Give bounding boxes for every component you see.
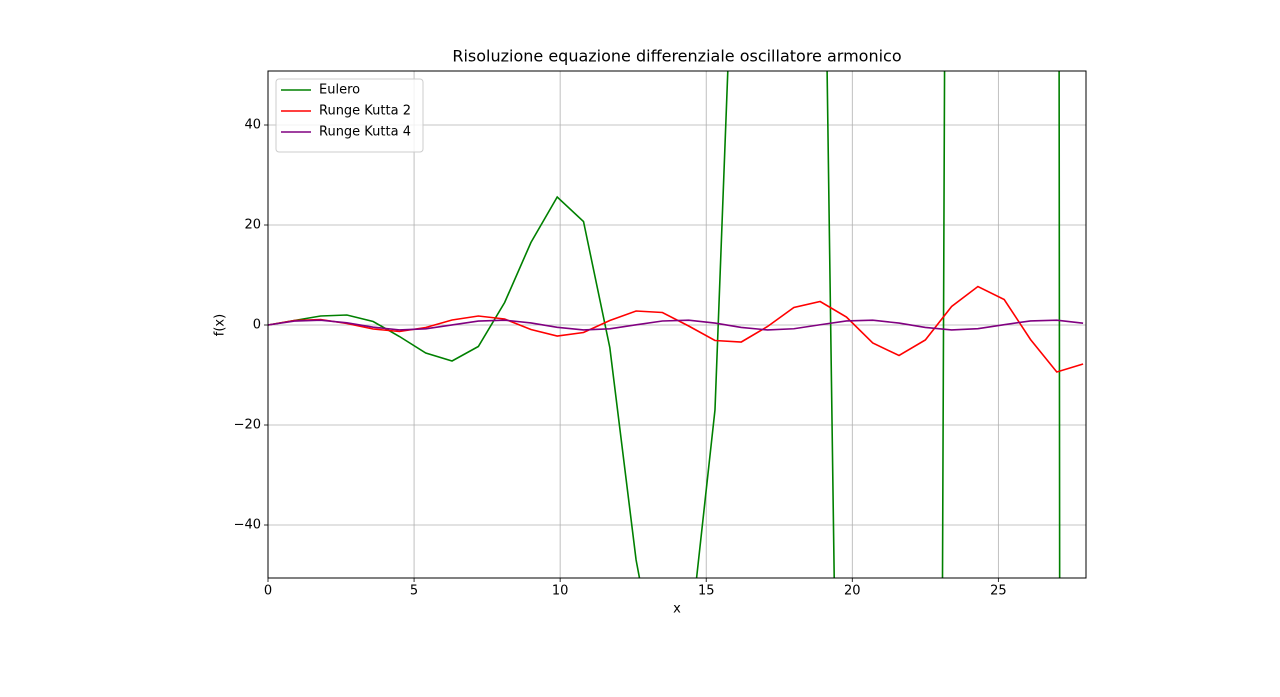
y-axis-label: f(x) — [213, 314, 228, 336]
y-tick-label: −40 — [234, 518, 261, 533]
legend-box — [275, 78, 424, 153]
x-tick-label: 15 — [698, 584, 715, 599]
legend-label: Runge Kutta 4 — [319, 125, 411, 140]
x-tick-label: 20 — [844, 584, 861, 599]
y-tick-label: 40 — [244, 118, 261, 133]
legend-label: Runge Kutta 2 — [319, 104, 411, 119]
series-line — [268, 319, 1084, 331]
x-axis-label: x — [673, 602, 681, 617]
y-tick-label: 20 — [244, 218, 261, 233]
series-line — [268, 71, 1061, 578]
legend: Eulero Runge Kutta 2 Runge Kutta 4 — [275, 78, 424, 153]
series-line — [268, 285, 1084, 373]
chart-title: Risoluzione equazione differenziale osci… — [452, 47, 901, 66]
legend-label: Eulero — [319, 83, 360, 98]
x-tick-label: 10 — [552, 584, 569, 599]
x-tick-label: 5 — [410, 584, 418, 599]
axes-frame — [267, 70, 1087, 579]
x-tick-label: 25 — [990, 584, 1007, 599]
y-tick-label: 0 — [253, 318, 261, 333]
y-tick-label: −20 — [234, 418, 261, 433]
plot-area — [268, 71, 1084, 578]
x-tick-label: 0 — [264, 584, 272, 599]
